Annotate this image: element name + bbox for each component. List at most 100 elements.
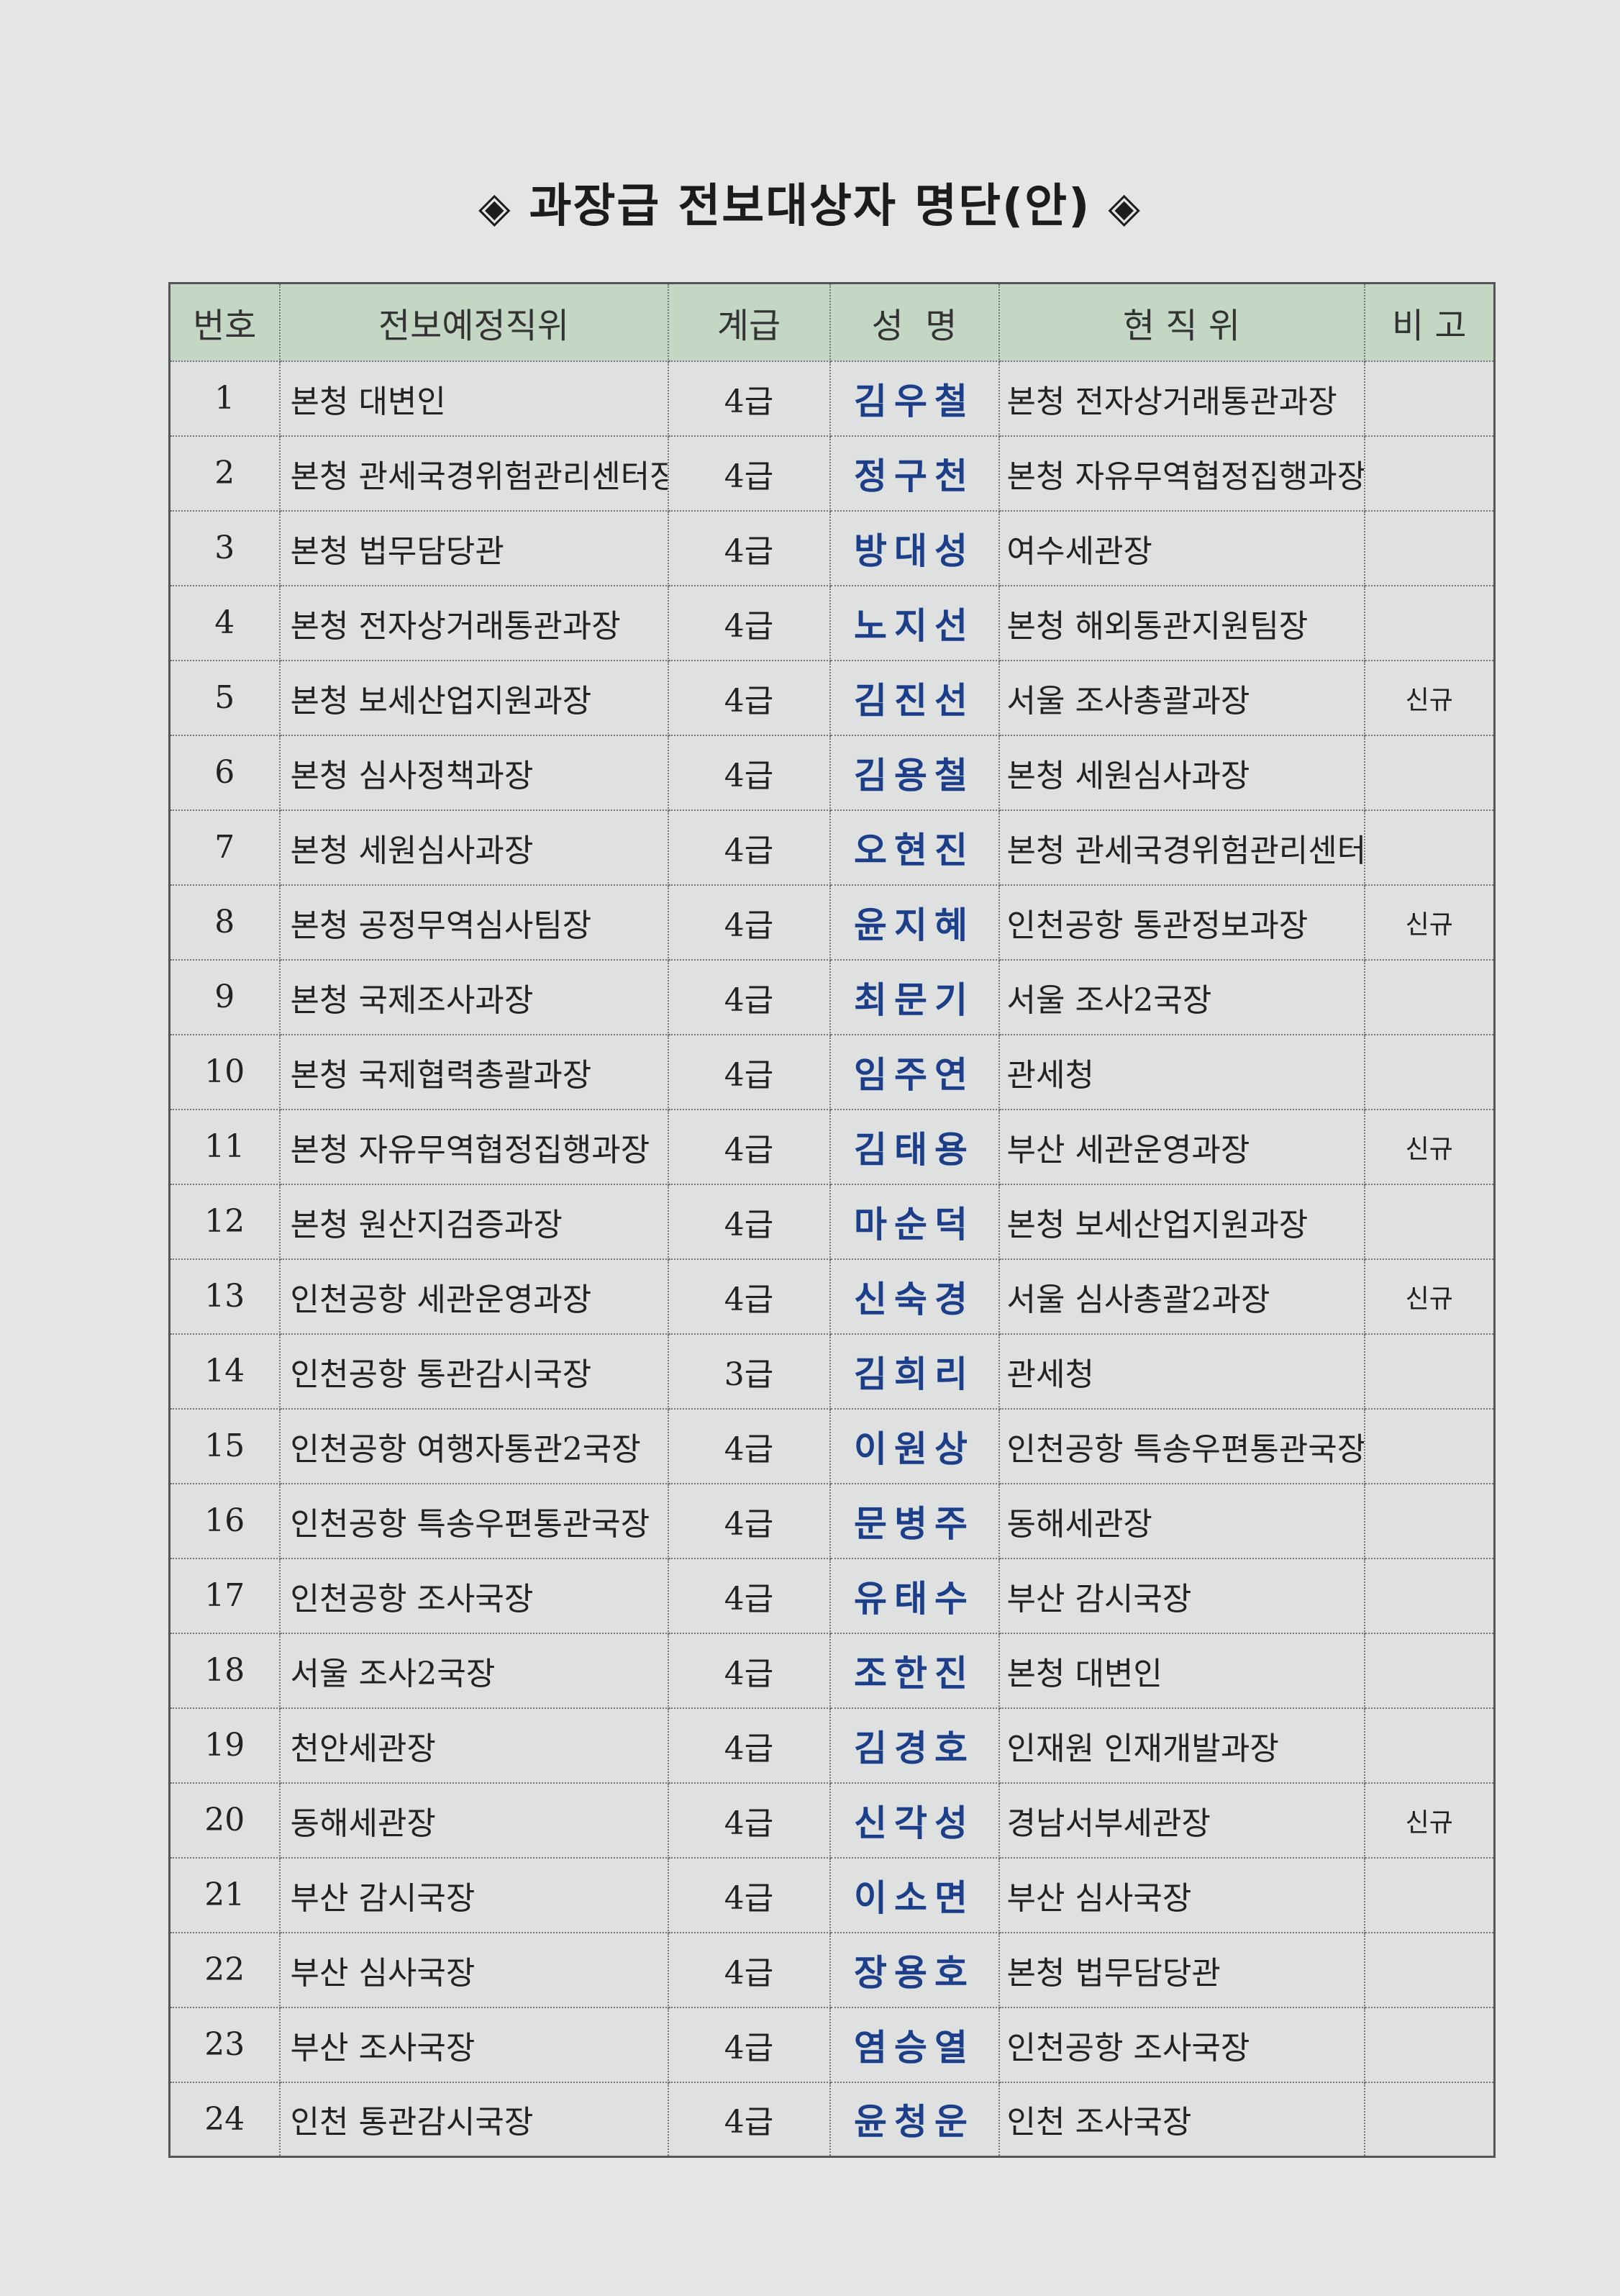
new-position: 본청 공정무역심사팀장 — [278, 884, 669, 961]
rank: 4급 — [667, 958, 831, 1035]
current-position: 부산 감시국장 — [998, 1557, 1365, 1634]
row-number: 15 — [168, 1407, 281, 1484]
rank: 4급 — [667, 1258, 831, 1335]
new-position: 천안세관장 — [278, 1707, 669, 1784]
person-name: 김용철 — [829, 734, 1000, 811]
person-name: 김우철 — [829, 360, 1000, 437]
rank: 4급 — [667, 2081, 831, 2158]
table-row: 4 본청 전자상거래통관과장 4급 노지선 본청 해외통관지원팀장 — [168, 584, 1496, 661]
note: 신규 — [1363, 1258, 1496, 1335]
current-position: 인천공항 특송우편통관국장 — [998, 1407, 1365, 1484]
note — [1363, 360, 1496, 437]
row-number: 20 — [168, 1782, 281, 1859]
note — [1363, 1333, 1496, 1410]
new-position: 본청 자유무역협정집행과장 — [278, 1108, 669, 1185]
row-number: 17 — [168, 1557, 281, 1634]
table-row: 22 부산 심사국장 4급 장용호 본청 법무담당관 — [168, 1931, 1496, 2008]
table-row: 23 부산 조사국장 4급 염승열 인천공항 조사국장 — [168, 2006, 1496, 2083]
table-row: 9 본청 국제조사과장 4급 최문기 서울 조사2국장 — [168, 958, 1496, 1035]
rank: 4급 — [667, 584, 831, 661]
current-position: 관세청 — [998, 1333, 1365, 1410]
table-row: 1 본청 대변인 4급 김우철 본청 전자상거래통관과장 — [168, 360, 1496, 437]
current-position: 인천공항 통관정보과장 — [998, 884, 1365, 961]
table-header-row: 번호 전보예정직위 계급 성 명 현 직 위 비 고 — [168, 282, 1496, 362]
note — [1363, 435, 1496, 512]
current-position: 본청 해외통관지원팀장 — [998, 584, 1365, 661]
person-name: 임주연 — [829, 1033, 1000, 1110]
table-row: 14 인천공항 통관감시국장 3급 김희리 관세청 — [168, 1333, 1496, 1410]
row-number: 12 — [168, 1183, 281, 1260]
current-position: 본청 법무담당관 — [998, 1931, 1365, 2008]
diamond-marker-icon: ◈ — [478, 183, 512, 232]
person-name: 김진선 — [829, 659, 1000, 736]
current-position: 인천공항 조사국장 — [998, 2006, 1365, 2083]
rank: 4급 — [667, 509, 831, 586]
row-number: 16 — [168, 1482, 281, 1559]
rank: 4급 — [667, 1856, 831, 1933]
new-position: 본청 심사정책과장 — [278, 734, 669, 811]
row-number: 19 — [168, 1707, 281, 1784]
row-number: 6 — [168, 734, 281, 811]
rank: 3급 — [667, 1333, 831, 1410]
note: 신규 — [1363, 1108, 1496, 1185]
current-position: 서울 조사2국장 — [998, 958, 1365, 1035]
note — [1363, 1183, 1496, 1260]
table-row: 21 부산 감시국장 4급 이소면 부산 심사국장 — [168, 1856, 1496, 1933]
rank: 4급 — [667, 734, 831, 811]
table-row: 12 본청 원산지검증과장 4급 마순덕 본청 보세산업지원과장 — [168, 1183, 1496, 1260]
table-row: 7 본청 세원심사과장 4급 오현진 본청 관세국경위험관리센터장 — [168, 809, 1496, 886]
current-position: 본청 자유무역협정집행과장 — [998, 435, 1365, 512]
table-row: 6 본청 심사정책과장 4급 김용철 본청 세원심사과장 — [168, 734, 1496, 811]
note: 신규 — [1363, 884, 1496, 961]
rank: 4급 — [667, 1632, 831, 1709]
new-position: 서울 조사2국장 — [278, 1632, 669, 1709]
new-position: 인천공항 특송우편통관국장 — [278, 1482, 669, 1559]
person-name: 문병주 — [829, 1482, 1000, 1559]
person-name: 윤청운 — [829, 2081, 1000, 2158]
person-name: 유태수 — [829, 1557, 1000, 1634]
note — [1363, 584, 1496, 661]
person-name: 노지선 — [829, 584, 1000, 661]
row-number: 9 — [168, 958, 281, 1035]
rank: 4급 — [667, 1707, 831, 1784]
person-name: 이소면 — [829, 1856, 1000, 1933]
new-position: 본청 원산지검증과장 — [278, 1183, 669, 1260]
current-position: 인천 조사국장 — [998, 2081, 1365, 2158]
new-position: 인천 통관감시국장 — [278, 2081, 669, 2158]
current-position: 서울 심사총괄2과장 — [998, 1258, 1365, 1335]
row-number: 5 — [168, 659, 281, 736]
person-name: 염승열 — [829, 2006, 1000, 2083]
person-name: 이원상 — [829, 1407, 1000, 1484]
header-number: 번호 — [168, 282, 281, 362]
rank: 4급 — [667, 360, 831, 437]
note — [1363, 734, 1496, 811]
person-name: 김희리 — [829, 1333, 1000, 1410]
new-position: 인천공항 조사국장 — [278, 1557, 669, 1634]
current-position: 서울 조사총괄과장 — [998, 659, 1365, 736]
row-number: 13 — [168, 1258, 281, 1335]
current-position: 본청 대변인 — [998, 1632, 1365, 1709]
current-position: 본청 관세국경위험관리센터장 — [998, 809, 1365, 886]
new-position: 본청 관세국경위험관리센터장 — [278, 435, 669, 512]
note — [1363, 1632, 1496, 1709]
table-row: 20 동해세관장 4급 신각성 경남서부세관장 신규 — [168, 1782, 1496, 1859]
current-position: 부산 심사국장 — [998, 1856, 1365, 1933]
table-row: 11 본청 자유무역협정집행과장 4급 김태용 부산 세관운영과장 신규 — [168, 1108, 1496, 1185]
row-number: 24 — [168, 2081, 281, 2158]
table-row: 3 본청 법무담당관 4급 방대성 여수세관장 — [168, 509, 1496, 586]
person-name: 정구천 — [829, 435, 1000, 512]
note — [1363, 1931, 1496, 2008]
new-position: 본청 세원심사과장 — [278, 809, 669, 886]
new-position: 인천공항 세관운영과장 — [278, 1258, 669, 1335]
row-number: 14 — [168, 1333, 281, 1410]
title-text: 과장급 전보대상자 명단(안) — [529, 180, 1091, 233]
person-name: 조한진 — [829, 1632, 1000, 1709]
row-number: 8 — [168, 884, 281, 961]
row-number: 11 — [168, 1108, 281, 1185]
rank: 4급 — [667, 884, 831, 961]
row-number: 7 — [168, 809, 281, 886]
table-row: 13 인천공항 세관운영과장 4급 신숙경 서울 심사총괄2과장 신규 — [168, 1258, 1496, 1335]
row-number: 21 — [168, 1856, 281, 1933]
rank: 4급 — [667, 1931, 831, 2008]
table-row: 5 본청 보세산업지원과장 4급 김진선 서울 조사총괄과장 신규 — [168, 659, 1496, 736]
